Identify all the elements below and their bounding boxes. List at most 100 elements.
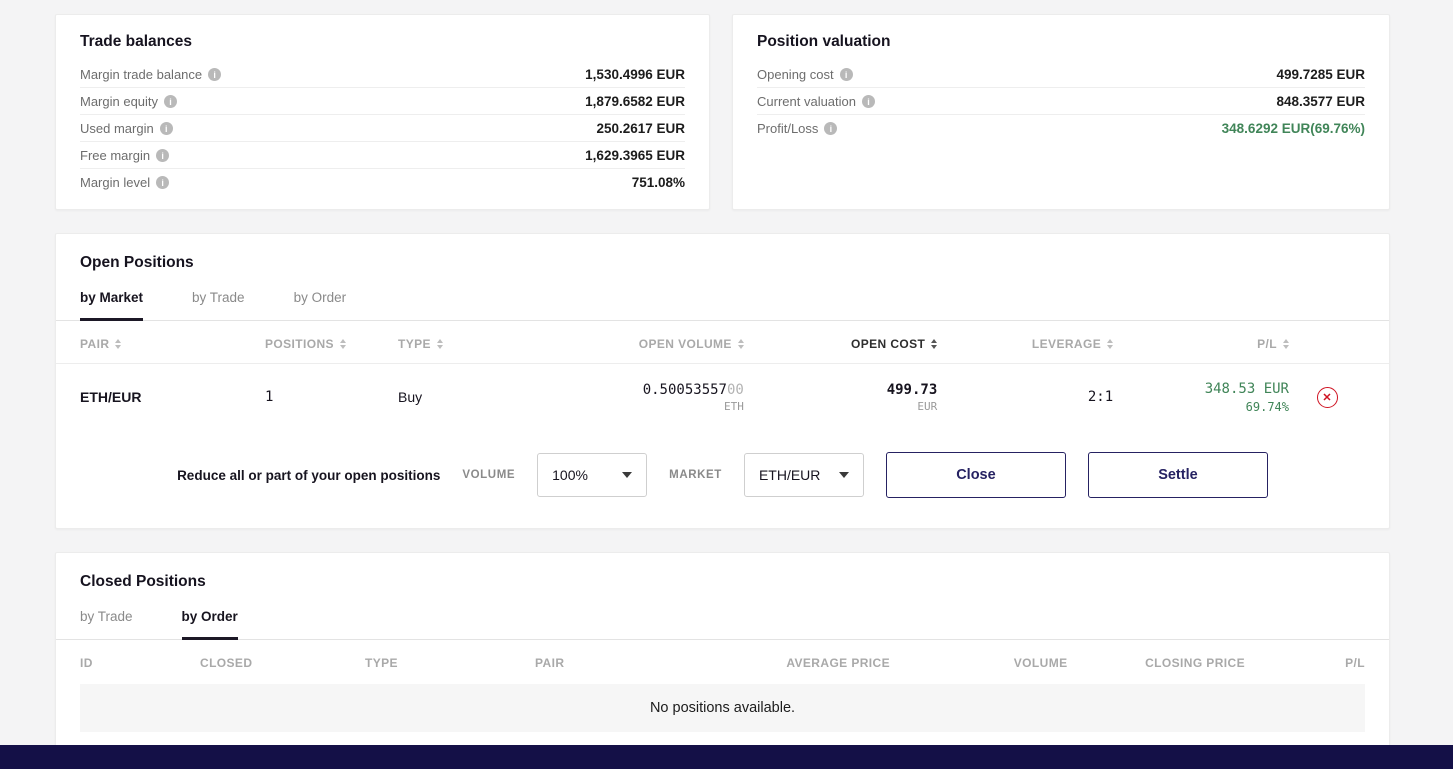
summary-cards-row: Trade balances Margin trade balance i 1,5… (0, 0, 1453, 210)
profit-loss-value: 348.6292 EUR(69.76%) (1221, 121, 1365, 136)
balance-value: 1,530.4996 EUR (585, 67, 685, 82)
balance-label: Free margin (80, 148, 151, 163)
column-header-open-volume[interactable]: OPEN VOLUME (568, 337, 744, 351)
column-header-pair[interactable]: PAIR (80, 337, 265, 351)
column-header-id: ID (80, 656, 93, 670)
open-positions-card: Open Positions by Market by Trade by Ord… (55, 233, 1390, 529)
tab-by-market[interactable]: by Market (80, 290, 144, 321)
position-valuation-title: Position valuation (757, 33, 891, 50)
chevron-down-icon (838, 472, 849, 478)
open-positions-title: Open Positions (80, 254, 194, 271)
tab-closed-by-order[interactable]: by Order (181, 609, 238, 640)
info-icon[interactable]: i (156, 176, 170, 189)
trade-balances-title: Trade balances (80, 33, 193, 50)
reduce-prompt: Reduce all or part of your open position… (177, 467, 441, 483)
balance-label: Used margin (80, 121, 154, 136)
valuation-label: Opening cost (757, 67, 834, 82)
sort-icon[interactable] (737, 339, 744, 349)
valuation-row: Profit/Loss i 348.6292 EUR(69.76%) (757, 115, 1365, 141)
valuation-label: Current valuation (757, 94, 856, 109)
info-icon[interactable]: i (164, 95, 178, 108)
open-volume-unit: ETH (723, 400, 744, 413)
open-positions-tabs: by Market by Trade by Order (56, 290, 1389, 321)
column-header-pl[interactable]: P/L (1113, 337, 1289, 351)
volume-select-value: 100% (552, 467, 588, 483)
empty-state: No positions available. (80, 684, 1365, 732)
balance-label: Margin level (80, 175, 151, 190)
open-cost-unit: EUR (917, 400, 938, 413)
sort-icon[interactable] (1283, 339, 1289, 349)
position-open-volume: 0.5005355700 ETH (568, 381, 744, 413)
close-position-icon[interactable]: ✕ (1316, 386, 1338, 408)
balance-row: Free margin i 1,629.3965 EUR (80, 142, 685, 169)
column-header-pair: PAIR (535, 656, 565, 670)
balance-row: Margin trade balance i 1,530.4996 EUR (80, 61, 685, 88)
balance-value: 1,879.6582 EUR (585, 94, 685, 109)
info-icon[interactable]: i (824, 122, 838, 135)
tab-by-order[interactable]: by Order (293, 290, 347, 305)
volume-select[interactable]: 100% (537, 453, 648, 497)
position-actions: ✕ (1289, 386, 1365, 408)
valuation-value: 848.3577 EUR (1276, 94, 1365, 109)
volume-label: VOLUME (462, 469, 516, 481)
open-position-row: ETH/EUR 1 Buy 0.5005355700 ETH 499.73 EU… (56, 364, 1389, 432)
column-header-closed: CLOSED (200, 656, 253, 670)
balance-value: 1,629.3965 EUR (585, 148, 685, 163)
column-header-pl: P/L (1345, 656, 1365, 670)
closed-positions-card: Closed Positions by Trade by Order ID CL… (55, 552, 1390, 757)
column-header-positions[interactable]: POSITIONS (265, 337, 398, 351)
position-pair: ETH/EUR (80, 389, 142, 405)
info-icon[interactable]: i (862, 95, 875, 108)
column-header-type: TYPE (365, 656, 398, 670)
column-header-type[interactable]: TYPE (398, 337, 568, 351)
info-icon[interactable]: i (159, 122, 173, 135)
sort-icon[interactable] (115, 339, 122, 349)
settle-button[interactable]: Settle (1087, 452, 1268, 498)
info-icon[interactable]: i (208, 68, 222, 81)
market-select-value: ETH/EUR (758, 467, 821, 483)
balance-row: Used margin i 250.2617 EUR (80, 115, 685, 142)
column-header-open-cost[interactable]: OPEN COST (744, 337, 938, 351)
info-icon[interactable]: i (839, 68, 853, 81)
open-positions-header: PAIR POSITIONS TYPE OPEN VOLUME OPEN COS… (56, 321, 1389, 364)
balance-label: Margin trade balance (80, 67, 203, 82)
market-select[interactable]: ETH/EUR (743, 453, 864, 497)
position-leverage: 2:1 (1087, 389, 1114, 405)
sort-icon[interactable] (436, 339, 443, 349)
empty-state-text: No positions available. (649, 700, 796, 716)
balance-value: 751.08% (631, 175, 685, 190)
close-button[interactable]: Close (885, 452, 1066, 498)
column-header-leverage[interactable]: LEVERAGE (937, 337, 1114, 351)
balance-row: Margin level i 751.08% (80, 169, 685, 195)
position-count: 1 (265, 389, 274, 405)
balance-value: 250.2617 EUR (596, 121, 685, 136)
tab-by-trade[interactable]: by Trade (192, 290, 245, 305)
position-pl-percent: 69.74% (1245, 400, 1289, 414)
tab-closed-by-trade[interactable]: by Trade (80, 609, 133, 624)
closed-positions-tabs: by Trade by Order (56, 609, 1389, 640)
chevron-down-icon (622, 472, 633, 478)
balance-label: Margin equity (80, 94, 159, 109)
position-pl: 348.53 EUR 69.74% (1113, 380, 1289, 414)
closed-positions-title: Closed Positions (80, 573, 206, 590)
sort-icon[interactable] (1107, 339, 1114, 349)
column-header-volume: VOLUME (1013, 656, 1068, 670)
balance-row: Margin equity i 1,879.6582 EUR (80, 88, 685, 115)
reduce-positions-bar: Reduce all or part of your open position… (56, 432, 1389, 528)
valuation-row: Current valuation i 848.3577 EUR (757, 88, 1365, 115)
valuation-value: 499.7285 EUR (1276, 67, 1365, 82)
position-valuation-card: Position valuation Opening cost i 499.728… (732, 14, 1390, 210)
info-icon[interactable]: i (156, 149, 170, 162)
sort-icon[interactable] (931, 339, 938, 349)
market-label: MARKET (669, 469, 722, 481)
valuation-row: Opening cost i 499.7285 EUR (757, 61, 1365, 88)
valuation-label: Profit/Loss (757, 121, 819, 136)
bottom-bar (0, 745, 1453, 769)
column-header-average-price: AVERAGE PRICE (786, 656, 890, 670)
trade-balances-card: Trade balances Margin trade balance i 1,5… (55, 14, 710, 210)
sort-icon[interactable] (339, 339, 346, 349)
position-open-cost: 499.73 EUR (744, 381, 938, 413)
position-type: Buy (398, 389, 423, 405)
column-header-closing-price: CLOSING PRICE (1145, 656, 1245, 670)
